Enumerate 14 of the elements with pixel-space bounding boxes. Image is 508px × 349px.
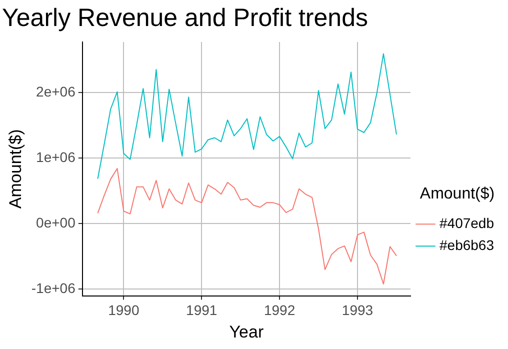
y-axis-title: Amount($): [6, 129, 25, 209]
y-tick-label: 2e+06: [36, 83, 76, 100]
legend-label: #eb6b63: [439, 236, 494, 253]
x-axis-title: Year: [229, 322, 264, 342]
chart-title: Yearly Revenue and Profit trends: [2, 4, 368, 32]
x-tick-label: 1992: [264, 302, 296, 318]
legend-title: Amount($): [420, 185, 495, 202]
x-tick-label: 1990: [108, 302, 140, 318]
legend-label: #407edb: [439, 214, 494, 231]
y-tick-label: 1e+06: [36, 148, 76, 165]
x-tick-label: 1993: [342, 302, 374, 318]
x-tick-label: 1991: [186, 302, 218, 318]
y-tick-label: -1e+06: [31, 280, 76, 296]
y-tick-label: 0e+00: [36, 214, 76, 231]
